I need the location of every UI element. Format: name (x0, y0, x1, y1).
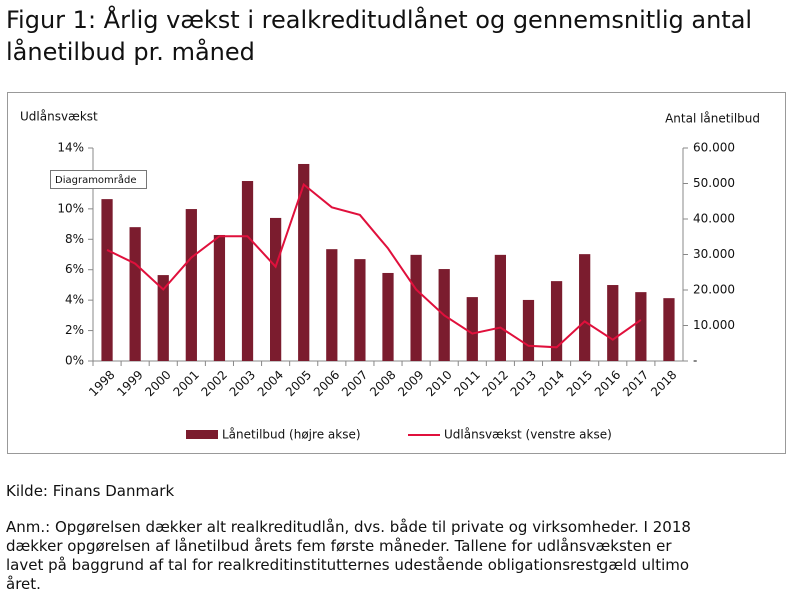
note-line: året. (6, 575, 41, 593)
y-tick-label: 10% (57, 201, 84, 215)
bar (354, 259, 366, 361)
bar (466, 297, 478, 361)
tooltip-box (50, 170, 147, 189)
bar (550, 281, 563, 361)
y-tick-label: 2% (65, 323, 84, 337)
bar (129, 227, 141, 361)
note-line: dækker opgørelsen af lånetilbud årets fe… (6, 537, 672, 555)
bar (410, 254, 422, 361)
bar (635, 292, 647, 361)
y-tick-label: 0% (65, 354, 84, 368)
bar (663, 298, 675, 361)
y2-tick-label: 10.000 (693, 318, 735, 332)
bar (607, 285, 619, 361)
y2-tick-label: 60.000 (693, 141, 735, 155)
y2-tick-label: - (693, 354, 697, 368)
y2-tick-label: 40.000 (693, 212, 735, 226)
legend-label: Lånetilbud (højre akse) (222, 428, 361, 442)
bar (185, 209, 197, 361)
line (106, 182, 642, 349)
note-line: lavet på baggrund af tal for realkrediti… (6, 556, 690, 574)
legend-label: Udlånsvækst (venstre akse) (444, 428, 612, 442)
y-tick-label: 6% (65, 262, 84, 276)
bar (101, 199, 113, 361)
source: Kilde: Finans Danmark (6, 482, 175, 500)
bar (382, 272, 394, 361)
bar (298, 163, 310, 361)
chart-frame (7, 92, 786, 454)
y2-axis-label: Antal lånetilbud (665, 112, 760, 126)
y-tick-label: 14% (57, 141, 84, 155)
bar (241, 181, 254, 361)
y2-tick-label: 50.000 (693, 176, 735, 190)
y2-tick-label: 20.000 (693, 283, 735, 297)
bar (522, 299, 535, 361)
bar (579, 254, 591, 361)
bar (270, 217, 282, 361)
bar (213, 234, 226, 361)
note: Anm.: Opgørelsen dækker alt realkreditud… (6, 518, 796, 594)
bar (157, 275, 169, 361)
chart: Udlånsvækst Antal lånetilbud 0% 2% 4% 6% 8% 1… (7, 92, 786, 454)
legend-swatch (186, 430, 218, 439)
tooltip: Diagramområde (55, 173, 137, 186)
y-tick-label: 4% (65, 293, 84, 307)
note-line: Anm.: Opgørelsen dækker alt realkreditud… (6, 518, 691, 536)
y-tick-label: 8% (65, 232, 84, 246)
title: Figur 1: Årlig vækst i realkreditudlånet… (6, 6, 753, 66)
bar (494, 254, 506, 361)
y-axis-label: Udlånsvækst (20, 110, 98, 124)
y2-tick-label: 30.000 (693, 247, 735, 261)
bar (326, 249, 338, 361)
